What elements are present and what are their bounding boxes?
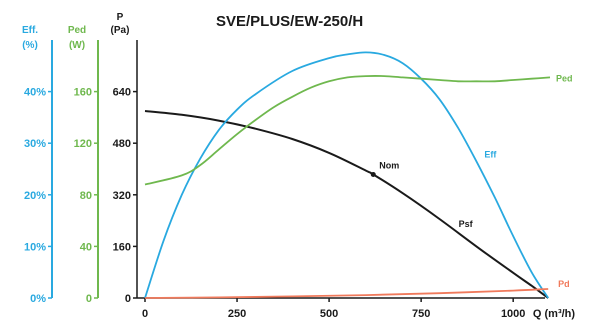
ped-tick-label-4: 160 (74, 87, 92, 99)
p-axis-ticks: 0 160 320 480 640 (113, 87, 137, 305)
ped-tick-label-2: 80 (80, 190, 92, 202)
series-line-eff (144, 51, 549, 299)
x-tick-label-3: 750 (412, 308, 430, 320)
series-label-ped: Ped (556, 73, 573, 83)
series-label-psf: Psf (459, 219, 474, 229)
p-axis-header-line2: (Pa) (111, 25, 130, 36)
p-tick-label-1: 160 (113, 241, 131, 253)
ped-tick-label-1: 40 (80, 241, 92, 253)
x-tick-label-2: 500 (320, 308, 338, 320)
ped-tick-label-3: 120 (74, 138, 92, 150)
eff-tick-label-1: 10% (24, 241, 46, 253)
series-label-pd: Pd (558, 279, 570, 289)
chart-title: SVE/PLUS/EW-250/H (216, 13, 363, 30)
x-axis-label: Q (m³/h) (533, 308, 575, 320)
p-tick-label-4: 640 (113, 87, 131, 99)
eff-axis-ticks: 0% 10% 20% 30% 40% (24, 87, 52, 305)
p-tick-label-0: 0 (125, 293, 131, 305)
eff-tick-label-0: 0% (30, 293, 46, 305)
x-axis-ticks: 0 250 500 750 1000 (142, 298, 525, 320)
eff-tick-label-3: 30% (24, 138, 46, 150)
series-lines (144, 51, 551, 299)
p-tick-label-2: 320 (113, 190, 131, 202)
annotation-marker-0 (370, 171, 376, 177)
p-axis-header-line1: P (117, 12, 124, 23)
annotation-label-0: Nom (379, 160, 399, 170)
x-tick-label-1: 250 (228, 308, 246, 320)
ped-axis-ticks: 0 40 80 120 160 (74, 87, 98, 305)
series-line-pd (144, 288, 549, 299)
eff-tick-label-4: 40% (24, 87, 46, 99)
x-tick-label-0: 0 (142, 308, 148, 320)
eff-axis-header-line2: (%) (22, 40, 38, 51)
series-line-psf (144, 110, 549, 299)
ped-axis-header-line2: (W) (69, 40, 85, 51)
x-tick-label-4: 1000 (501, 308, 525, 320)
eff-axis-header-line1: Eff. (22, 25, 38, 36)
series-label-eff: Eff (484, 149, 497, 159)
ped-axis-header-line1: Ped (68, 25, 86, 36)
p-tick-label-3: 480 (113, 138, 131, 150)
eff-tick-label-2: 20% (24, 190, 46, 202)
ped-tick-label-0: 0 (86, 293, 92, 305)
series-labels: Ped Eff Psf Pd (459, 73, 573, 289)
series-line-ped (144, 75, 551, 186)
annotations: Nom (370, 160, 399, 177)
